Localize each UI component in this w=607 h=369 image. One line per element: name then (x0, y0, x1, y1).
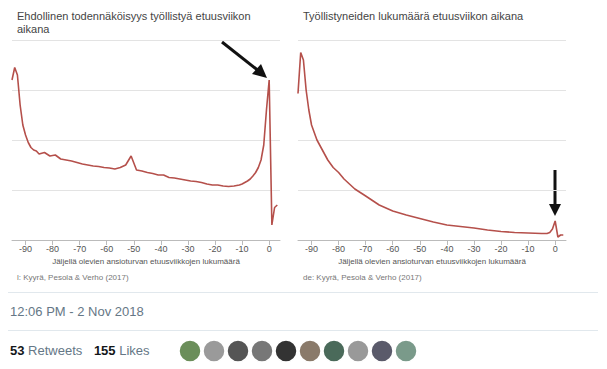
svg-text:Jäljellä olevien ansioturvan e: Jäljellä olevien ansioturvan etuusviikko… (52, 257, 240, 266)
svg-text:Ehdollinen todennäköisyys työl: Ehdollinen todennäköisyys työllistyä etu… (17, 10, 254, 22)
svg-text:-90: -90 (305, 244, 318, 254)
html-text:155 Likes: 155 Likes (93, 343, 150, 358)
html-text:53 Retweets: 53 Retweets (10, 343, 86, 358)
svg-text:-60: -60 (100, 244, 113, 254)
svg-text:-40: -40 (440, 244, 453, 254)
svg-text:-80: -80 (46, 244, 59, 254)
svg-text:-20: -20 (209, 244, 222, 254)
svg-text:-90: -90 (19, 244, 32, 254)
svg-text:-40: -40 (154, 244, 167, 254)
svg-text:Jäljellä olevien ansioturvan e: Jäljellä olevien ansioturvan etuusviikko… (338, 257, 526, 266)
svg-text:0: 0 (553, 244, 558, 254)
svg-text:-10: -10 (522, 244, 535, 254)
svg-text:-50: -50 (127, 244, 140, 254)
svg-text:-70: -70 (359, 244, 372, 254)
svg-text:-30: -30 (467, 244, 480, 254)
svg-text:0: 0 (267, 244, 272, 254)
svg-text:de: Kyyrä, Pesola & Verho (201: de: Kyyrä, Pesola & Verho (2017) (303, 273, 422, 282)
svg-text:-20: -20 (495, 244, 508, 254)
svg-text:-50: -50 (413, 244, 426, 254)
svg-text:-70: -70 (73, 244, 86, 254)
svg-text:-60: -60 (386, 244, 399, 254)
svg-text:aikana: aikana (17, 23, 50, 35)
html-text:12:06 PM - 2 Nov 2018: 12:06 PM - 2 Nov 2018 (10, 304, 144, 319)
svg-text:Työllistyneiden lukumäärä etuu: Työllistyneiden lukumäärä etuusviikon ai… (303, 10, 524, 22)
svg-text:-80: -80 (332, 244, 345, 254)
svg-text:l: Kyyrä, Pesola & Verho (2017: l: Kyyrä, Pesola & Verho (2017) (17, 273, 129, 282)
svg-text:-30: -30 (181, 244, 194, 254)
svg-text:-10: -10 (236, 244, 249, 254)
